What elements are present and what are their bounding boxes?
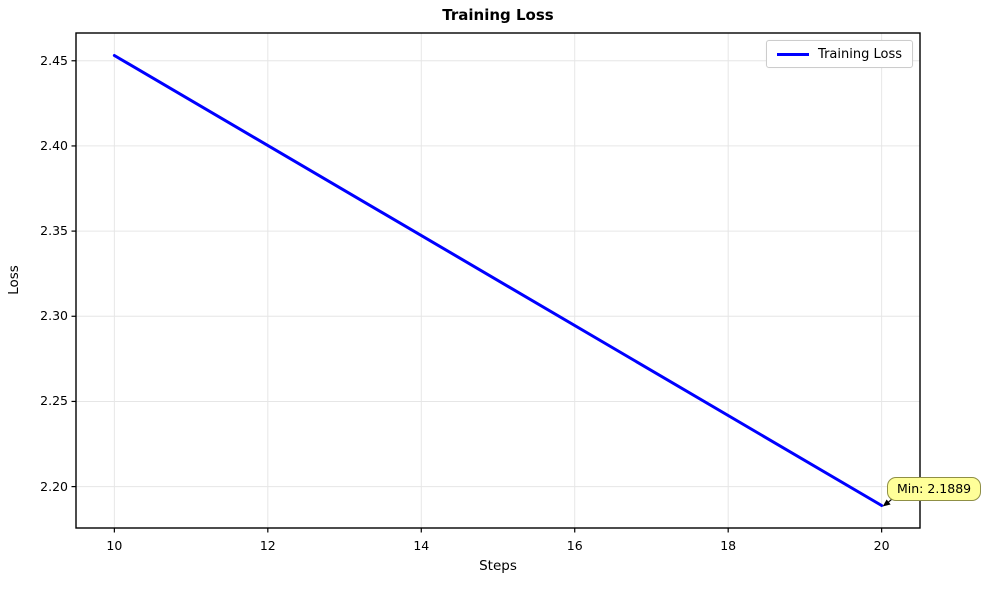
y-tick-label: 2.35 (40, 223, 68, 239)
y-tick-label: 2.30 (40, 308, 68, 324)
x-tick-label: 12 (259, 538, 276, 553)
tick-marks (71, 60, 883, 533)
y-tick-label: 2.20 (40, 478, 68, 494)
y-tick-label: 2.25 (40, 393, 68, 409)
x-tick-label: 16 (566, 538, 583, 553)
y-tick-label: 2.45 (40, 52, 68, 68)
x-tick-label: 10 (106, 538, 123, 553)
y-axis-label: Loss (6, 265, 22, 295)
min-annotation: Min: 2.1889 (887, 477, 982, 501)
x-axis-label: Steps (479, 558, 517, 574)
chart-title: Training Loss (442, 6, 554, 24)
legend-line-icon (777, 52, 810, 56)
series-line (112, 53, 884, 508)
x-tick-label: 14 (413, 538, 430, 553)
axes-spines (75, 32, 921, 529)
legend-label: Training Loss (818, 46, 902, 62)
legend: Training Loss (766, 40, 913, 68)
x-tick-label: 20 (873, 538, 890, 553)
x-tick-label: 18 (720, 538, 737, 553)
y-tick-label: 2.40 (40, 137, 68, 153)
